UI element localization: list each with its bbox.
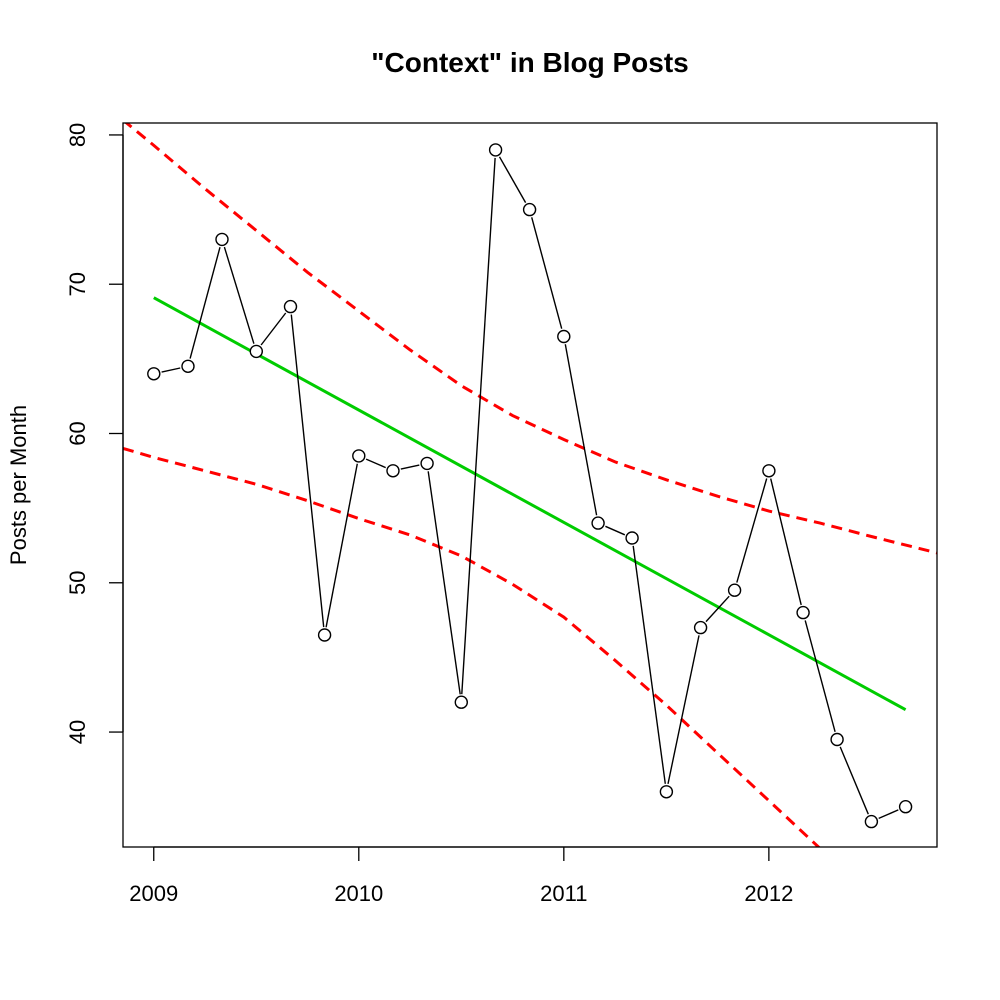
data-point <box>625 531 639 545</box>
data-segment <box>839 746 869 815</box>
y-tick-label: 80 <box>65 123 90 147</box>
y-tick-label: 40 <box>65 720 90 744</box>
data-point <box>693 620 708 635</box>
data-segment <box>189 247 221 359</box>
data-segment <box>878 809 899 820</box>
upper-band-line <box>124 123 937 555</box>
data-segment <box>632 545 666 784</box>
data-segment <box>564 344 598 516</box>
data-point <box>488 143 503 157</box>
data-point <box>420 456 434 471</box>
data-segment <box>400 464 420 470</box>
lower-band-line <box>123 446 821 847</box>
data-segment <box>365 458 386 469</box>
data-point <box>591 516 605 530</box>
data-point <box>181 359 195 373</box>
data-segment <box>804 620 836 732</box>
data-segment <box>290 314 325 628</box>
data-segment <box>260 312 287 346</box>
data-segment <box>325 463 358 628</box>
data-point <box>147 367 161 381</box>
y-tick-label: 60 <box>65 421 90 445</box>
data-segment <box>667 635 700 785</box>
data-segment <box>705 595 730 623</box>
data-point <box>352 449 366 463</box>
data-point <box>864 814 879 829</box>
trend-line <box>153 296 907 712</box>
data-point <box>830 732 844 747</box>
data-segment <box>531 217 563 329</box>
data-point <box>659 785 674 799</box>
data-point <box>898 800 913 814</box>
data-point <box>215 232 229 247</box>
plot-frame <box>122 122 938 848</box>
y-axis-label: Posts per Month <box>6 405 31 565</box>
data-point <box>317 628 332 642</box>
data-segment <box>605 525 626 536</box>
data-point <box>522 202 537 217</box>
data-point <box>762 464 776 478</box>
x-tick-label: 2010 <box>334 881 383 906</box>
trend-line-layer <box>153 296 907 712</box>
data-segment <box>427 471 461 695</box>
data-point <box>249 344 263 359</box>
data-point <box>386 464 400 478</box>
data-segment <box>736 478 768 583</box>
data-point <box>557 329 571 344</box>
x-tick-label: 2011 <box>540 881 587 906</box>
chart-title: "Context" in Blog Posts <box>371 47 688 78</box>
data-segment <box>770 478 802 606</box>
data-point <box>454 695 468 709</box>
data-point <box>796 605 810 620</box>
data-segment <box>498 156 527 203</box>
data-segment <box>461 157 496 695</box>
confidence-band-lines <box>123 123 937 847</box>
y-tick-label: 70 <box>65 272 90 296</box>
data-series <box>147 143 913 829</box>
data-point <box>727 583 742 597</box>
data-segment <box>161 367 181 373</box>
axes: 2009 2010 2011 2012 40 50 60 70 80 <box>65 123 793 906</box>
x-tick-label: 2012 <box>744 881 793 906</box>
data-point <box>283 299 298 314</box>
x-tick-label: 2009 <box>129 881 178 906</box>
data-segment <box>223 246 255 344</box>
y-tick-label: 50 <box>65 571 90 595</box>
